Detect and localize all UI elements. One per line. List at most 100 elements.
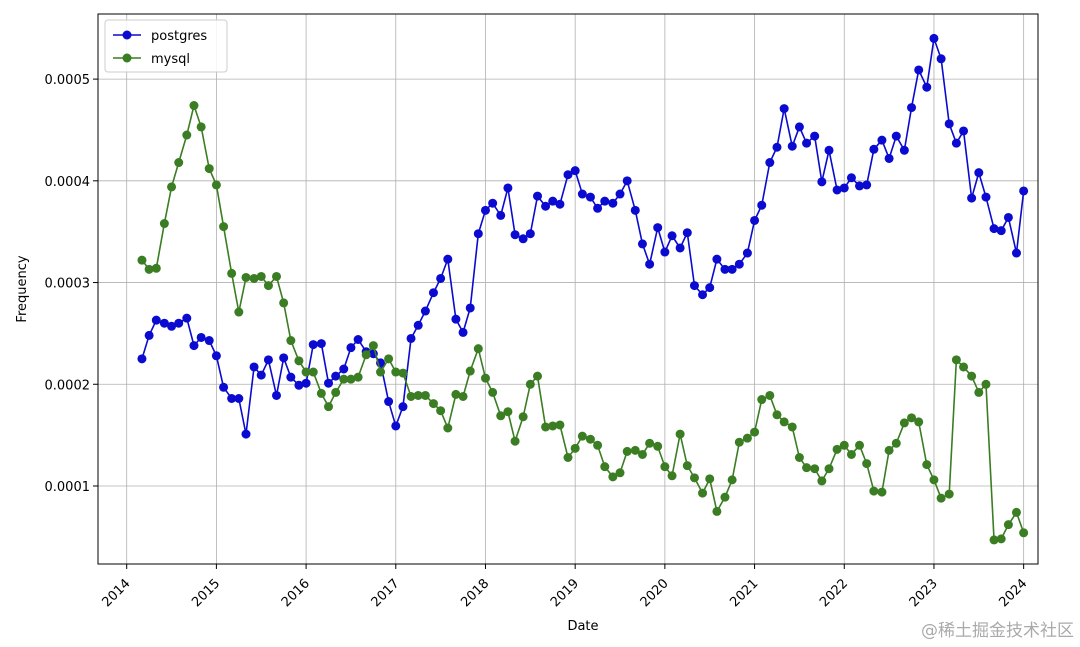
point xyxy=(846,449,856,459)
point xyxy=(241,272,251,282)
point xyxy=(480,373,490,383)
point xyxy=(577,431,587,441)
point xyxy=(271,390,281,400)
point xyxy=(473,229,483,239)
point xyxy=(137,255,147,265)
point xyxy=(196,122,206,132)
point xyxy=(428,399,438,409)
point xyxy=(772,410,782,420)
point xyxy=(548,196,558,206)
point xyxy=(436,273,446,283)
point xyxy=(884,445,894,455)
point xyxy=(398,368,408,378)
point xyxy=(234,307,244,317)
point xyxy=(331,387,341,397)
point xyxy=(555,420,565,430)
plot xyxy=(137,33,1029,545)
x-tick-label: 2016 xyxy=(279,576,313,610)
point xyxy=(488,198,498,208)
point xyxy=(981,379,991,389)
point xyxy=(503,407,513,417)
x-tick-label: 2024 xyxy=(996,576,1030,610)
point xyxy=(720,264,730,274)
point xyxy=(645,259,655,269)
point xyxy=(846,173,856,183)
point xyxy=(682,461,692,471)
point xyxy=(608,472,618,482)
point xyxy=(727,264,737,274)
point xyxy=(451,314,461,324)
point xyxy=(308,340,318,350)
point xyxy=(211,351,221,361)
point xyxy=(182,130,192,140)
point xyxy=(869,486,879,496)
point xyxy=(316,388,326,398)
watermark: @稀土掘金技术社区 xyxy=(921,621,1074,641)
point xyxy=(1019,186,1029,196)
point xyxy=(891,438,901,448)
point xyxy=(271,271,281,281)
point xyxy=(413,390,423,400)
point xyxy=(263,281,273,291)
point xyxy=(488,387,498,397)
point xyxy=(608,198,618,208)
x-tick-label: 2021 xyxy=(727,576,761,610)
point xyxy=(974,168,984,178)
point xyxy=(637,449,647,459)
point xyxy=(241,429,251,439)
point xyxy=(204,164,214,174)
point xyxy=(465,303,475,313)
point xyxy=(346,343,356,353)
point xyxy=(159,219,169,229)
point xyxy=(996,226,1006,236)
point xyxy=(361,350,371,360)
point xyxy=(765,390,775,400)
x-tick-label: 2015 xyxy=(189,576,223,610)
y-tick-label: 0.0001 xyxy=(45,480,91,495)
point xyxy=(622,446,632,456)
point xyxy=(1003,212,1013,222)
point xyxy=(555,199,565,209)
point xyxy=(496,411,506,421)
point xyxy=(189,101,199,111)
point xyxy=(518,412,528,422)
y-axis-label: Frequency xyxy=(15,255,30,322)
point xyxy=(615,189,625,199)
point xyxy=(541,201,551,211)
point xyxy=(451,389,461,399)
x-tick-label: 2020 xyxy=(638,576,672,610)
point xyxy=(384,354,394,364)
point xyxy=(959,362,969,372)
point xyxy=(712,506,722,516)
point xyxy=(645,438,655,448)
point xyxy=(294,356,304,366)
y-tick-label: 0.0004 xyxy=(45,175,91,190)
point xyxy=(698,488,708,498)
point xyxy=(899,145,909,155)
point xyxy=(503,183,513,193)
point xyxy=(436,406,446,416)
point xyxy=(682,228,692,238)
legend-label: postgres xyxy=(151,29,207,44)
point xyxy=(219,222,229,232)
point xyxy=(660,462,670,472)
point xyxy=(817,177,827,187)
grid xyxy=(98,14,1038,564)
point xyxy=(151,263,161,273)
point xyxy=(331,371,341,381)
y-tick-label: 0.0002 xyxy=(45,378,91,393)
point xyxy=(899,418,909,428)
point xyxy=(667,231,677,241)
point xyxy=(294,380,304,390)
point xyxy=(622,176,632,186)
point xyxy=(249,273,259,283)
point xyxy=(144,264,154,274)
point xyxy=(496,210,506,220)
point xyxy=(151,315,161,325)
point xyxy=(996,534,1006,544)
point xyxy=(794,452,804,462)
point xyxy=(705,283,715,293)
point xyxy=(802,463,812,473)
point xyxy=(787,422,797,432)
point xyxy=(630,205,640,215)
